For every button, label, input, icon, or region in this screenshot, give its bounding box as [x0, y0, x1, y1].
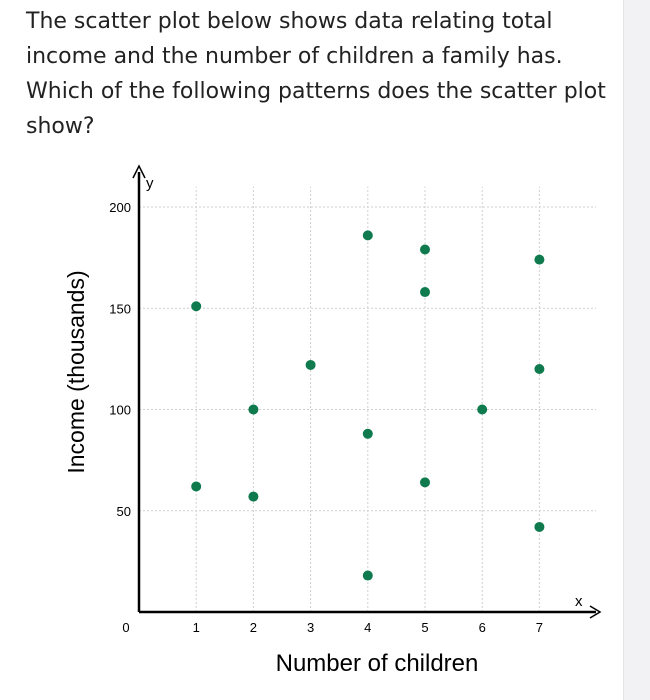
data-point: [248, 404, 259, 415]
data-point: [362, 230, 373, 241]
page-scrollbar-track[interactable]: [623, 0, 650, 700]
tick-labels: 1 2 3 4 5 6 7 50 100 150 200: [109, 200, 543, 635]
data-point: [362, 428, 373, 439]
x-tick-label: 6: [479, 620, 486, 635]
origin-label: 0: [122, 620, 129, 635]
data-point: [248, 491, 259, 502]
x-tick-label: 3: [307, 620, 314, 635]
data-point: [191, 301, 202, 312]
x-axis-title: Number of children: [276, 650, 479, 677]
data-point: [305, 359, 316, 370]
grid-lines: [139, 186, 596, 612]
data-points: [191, 230, 545, 581]
data-point: [534, 364, 545, 374]
y-axis-title: Income (thousands): [63, 270, 89, 473]
data-point: [420, 244, 430, 255]
x-axis-letter: x: [575, 593, 583, 610]
data-point: [362, 570, 373, 581]
data-point: [420, 477, 430, 488]
x-axis-arrow: [589, 605, 602, 619]
data-point: [420, 287, 430, 298]
y-axis-letter: y: [146, 175, 154, 192]
y-tick-label: 200: [109, 200, 131, 215]
y-tick-label: 100: [109, 403, 131, 418]
x-tick-label: 5: [421, 620, 428, 635]
data-point: [534, 521, 545, 532]
x-tick-label: 4: [364, 620, 371, 635]
question-text: The scatter plot below shows data relati…: [26, 9, 606, 139]
y-tick-label: 50: [117, 504, 131, 519]
data-point: [191, 481, 202, 492]
x-tick-label: 7: [536, 620, 543, 635]
axes: y x 0: [122, 164, 602, 635]
y-tick-label: 150: [109, 301, 131, 316]
x-tick-label: 2: [250, 620, 257, 635]
data-point: [477, 404, 488, 415]
x-tick-label: 1: [193, 620, 200, 635]
y-axis-arrow: [132, 164, 146, 179]
data-point: [534, 254, 545, 265]
